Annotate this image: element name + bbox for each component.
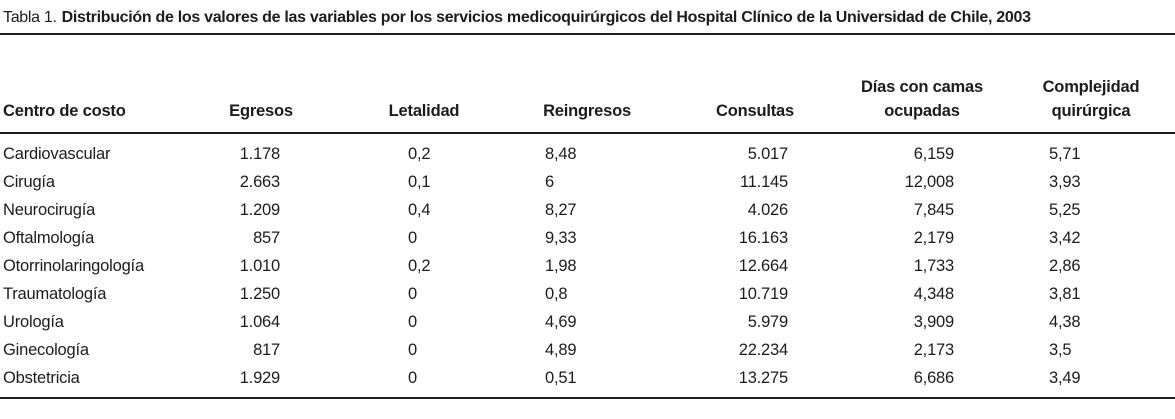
- value-cell: 1.010: [239, 257, 280, 275]
- value-cell: 0: [408, 229, 417, 247]
- table-row: Neurocirugía 1.209 0,4 8,27 4.026 7,845 5,25: [0, 196, 1175, 224]
- value-cell: 16.163: [738, 229, 788, 247]
- value-cell: 4,348: [913, 285, 954, 303]
- value-cell: 5.979: [747, 313, 788, 331]
- column-header-centro-de-costo: Centro de costo: [0, 35, 175, 134]
- value-cell: 2,173: [913, 341, 954, 359]
- table-row: Cardiovascular 1.178 0,2 8,48 5.017 6,159 5,71: [0, 133, 1175, 168]
- value-cell: 22.234: [738, 341, 788, 359]
- column-header-dias-con-camas-ocupadas: Días con camas ocupadas: [837, 35, 1007, 134]
- value-cell: 2.663: [239, 173, 280, 191]
- value-cell: 1.064: [239, 313, 280, 331]
- value-cell: 7,845: [913, 201, 954, 219]
- value-cell: 9,33: [545, 229, 577, 247]
- value-cell: 0: [408, 285, 417, 303]
- value-cell: 0: [408, 369, 417, 387]
- row-label-cell: Urología: [3, 313, 64, 331]
- row-label-cell: Otorrinolaringología: [3, 257, 144, 275]
- row-label-cell: Obstetricia: [3, 369, 80, 387]
- data-table: Centro de costo Egresos Letalidad Reingr…: [0, 35, 1175, 399]
- value-cell: 0,2: [408, 257, 431, 275]
- value-cell: 4,89: [545, 341, 577, 359]
- value-cell: 13.275: [738, 369, 788, 387]
- value-cell: 6,686: [913, 369, 954, 387]
- value-cell: 2,179: [913, 229, 954, 247]
- value-cell: 3,81: [1049, 285, 1081, 303]
- value-cell: 8,48: [545, 145, 577, 163]
- row-label-cell: Ginecología: [3, 341, 89, 359]
- value-cell: 1.250: [239, 285, 280, 303]
- value-cell: 8,27: [545, 201, 577, 219]
- row-label-cell: Cirugía: [3, 173, 55, 191]
- value-cell: 4,38: [1049, 313, 1081, 331]
- value-cell: 0,4: [408, 201, 431, 219]
- column-header-consultas: Consultas: [673, 35, 837, 134]
- value-cell: 1.209: [239, 201, 280, 219]
- value-cell: 1.929: [239, 369, 280, 387]
- value-cell: 5,71: [1049, 145, 1081, 163]
- value-cell: 817: [253, 341, 280, 359]
- value-cell: 5,25: [1049, 201, 1081, 219]
- row-label-cell: Traumatología: [3, 285, 107, 303]
- table-body: Cardiovascular 1.178 0,2 8,48 5.017 6,159 5,71…: [0, 133, 1175, 398]
- value-cell: 11.145: [739, 173, 788, 191]
- value-cell: 0,2: [408, 145, 431, 163]
- row-label-cell: Cardiovascular: [3, 145, 111, 163]
- value-cell: 857: [253, 229, 280, 247]
- table-row: Ginecología 817 0 4,89 22.234 2,173 3,5: [0, 336, 1175, 364]
- value-cell: 4.026: [747, 201, 788, 219]
- value-cell: 10.719: [738, 285, 788, 303]
- row-label-cell: Oftalmología: [3, 229, 95, 247]
- table-row: Traumatología 1.250 0 0,8 10.719 4,348 3,81: [0, 280, 1175, 308]
- column-header-complejidad-quirurgica: Complejidad quirúrgica: [1007, 35, 1175, 134]
- value-cell: 4,69: [545, 313, 577, 331]
- table-number: Tabla 1.: [3, 9, 57, 26]
- value-cell: 3,49: [1049, 369, 1081, 387]
- value-cell: 3,5: [1049, 341, 1072, 359]
- value-cell: 0,1: [408, 173, 431, 191]
- value-cell: 5.017: [747, 145, 788, 163]
- value-cell: 0,51: [545, 369, 577, 387]
- column-header-reingresos: Reingresos: [501, 35, 673, 134]
- value-cell: 3,42: [1049, 229, 1081, 247]
- row-label-cell: Neurocirugía: [3, 201, 96, 219]
- table-row: Obstetricia 1.929 0 0,51 13.275 6,686 3,49: [0, 364, 1175, 398]
- value-cell: 6: [545, 173, 554, 191]
- value-cell: 12,008: [904, 173, 954, 191]
- value-cell: 6,159: [913, 145, 954, 163]
- table-row: Cirugía 2.663 0,1 6 11.145 12,008 3,93: [0, 168, 1175, 196]
- value-cell: 1,733: [913, 257, 954, 275]
- column-header-letalidad: Letalidad: [347, 35, 501, 134]
- value-cell: 2,86: [1049, 257, 1081, 275]
- column-header-egresos: Egresos: [175, 35, 347, 134]
- header-row: Centro de costo Egresos Letalidad Reingr…: [0, 35, 1175, 134]
- table-row: Oftalmología 857 0 9,33 16.163 2,179 3,42: [0, 224, 1175, 252]
- value-cell: 3,93: [1049, 173, 1081, 191]
- value-cell: 1.178: [239, 145, 280, 163]
- table-row: Urología 1.064 0 4,69 5.979 3,909 4,38: [0, 308, 1175, 336]
- value-cell: 12.664: [738, 257, 788, 275]
- value-cell: 3,909: [913, 313, 954, 331]
- table-caption: Distribución de los valores de las varia…: [61, 9, 1031, 26]
- table-title: Tabla 1. Distribución de los valores de l…: [0, 0, 1175, 35]
- value-cell: 0: [408, 313, 417, 331]
- table-row: Otorrinolaringología 1.010 0,2 1,98 12.664 1,…: [0, 252, 1175, 280]
- value-cell: 0: [408, 341, 417, 359]
- value-cell: 0,8: [545, 285, 568, 303]
- value-cell: 1,98: [545, 257, 577, 275]
